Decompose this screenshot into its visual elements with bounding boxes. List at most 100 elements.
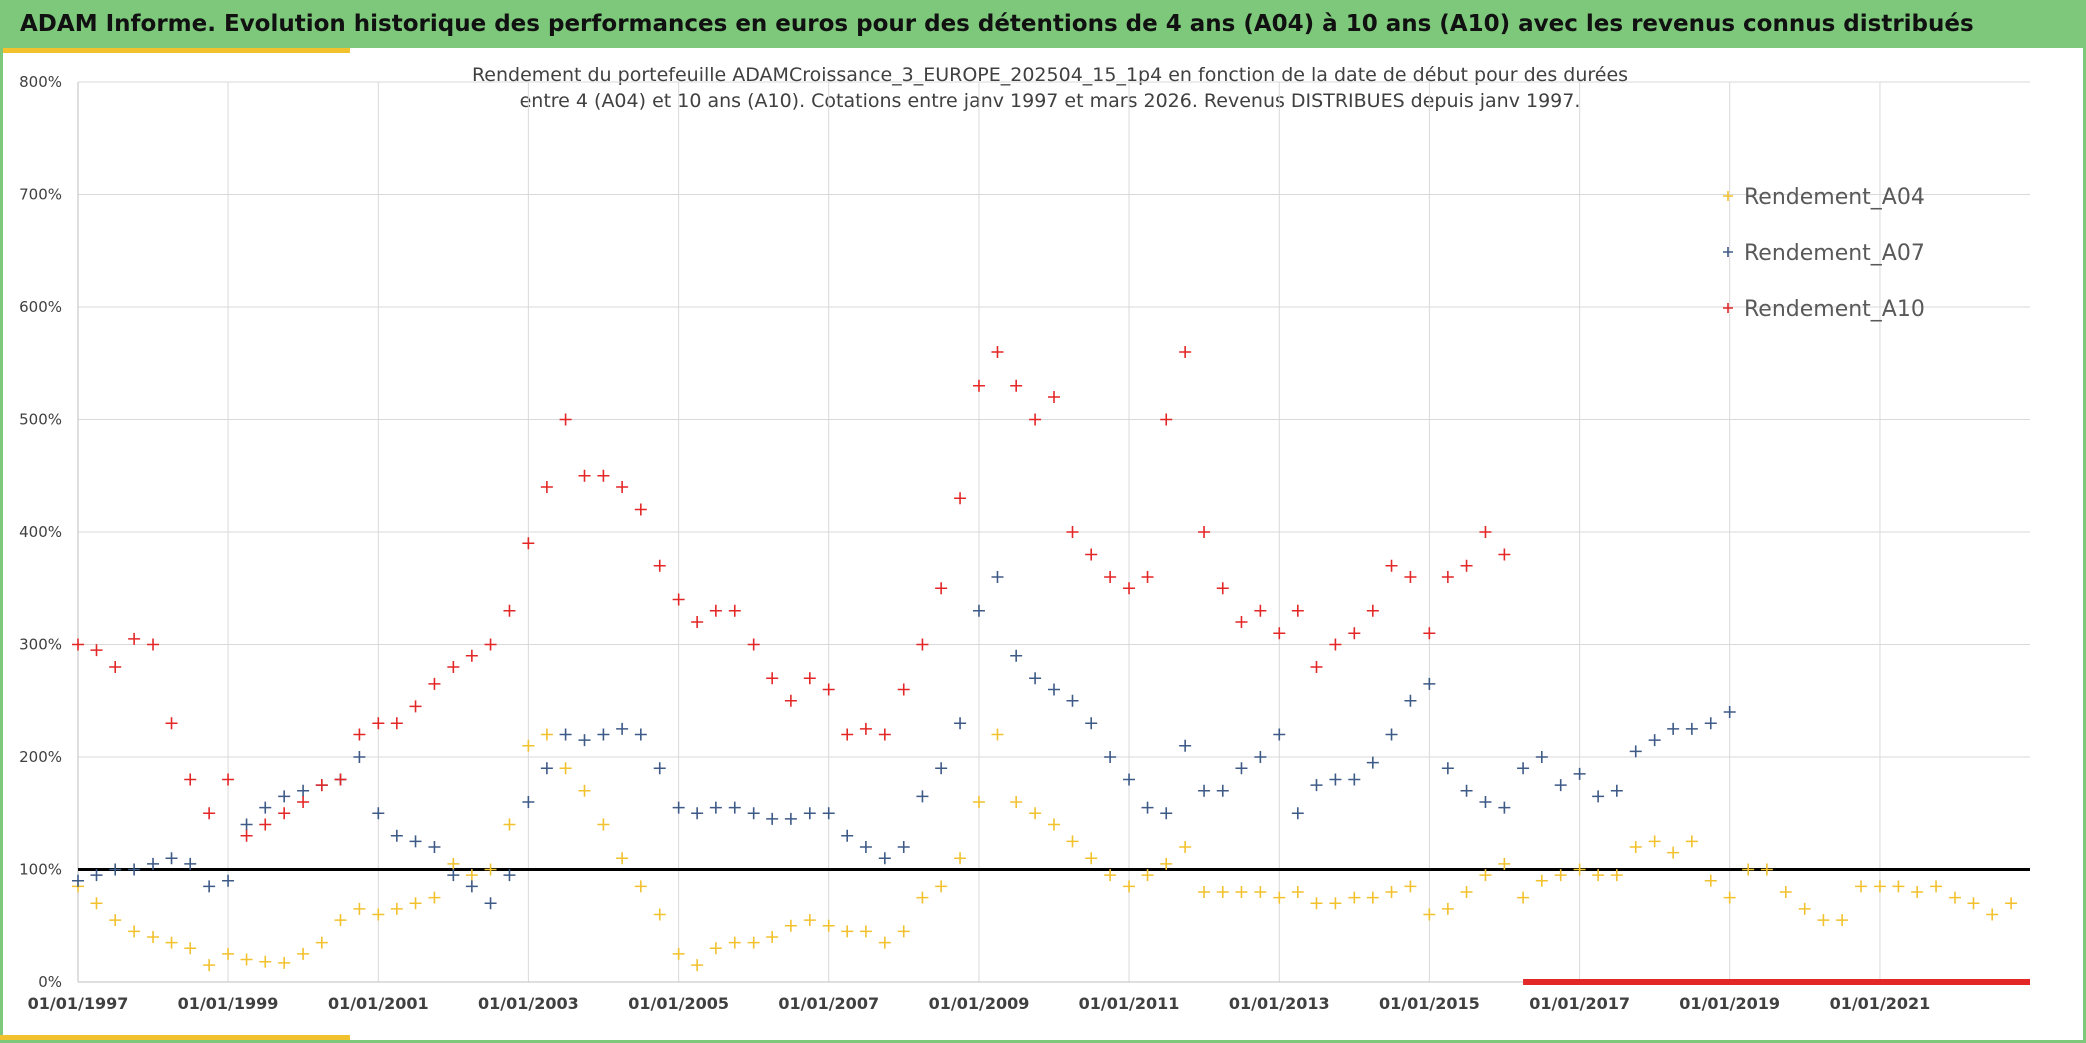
- point-rendement-a10: [203, 807, 216, 820]
- legend-marker: [1723, 191, 1733, 201]
- point-rendement-a04: [540, 728, 553, 741]
- point-rendement-a07: [1404, 694, 1417, 707]
- point-rendement-a04: [822, 919, 835, 932]
- point-rendement-a04: [1948, 891, 1961, 904]
- y-tick-label: 100%: [19, 861, 62, 879]
- point-rendement-a04: [240, 953, 253, 966]
- frame-border-bottom: [0, 1040, 2086, 1043]
- point-rendement-a10: [128, 632, 141, 645]
- point-rendement-a04: [1179, 841, 1192, 853]
- point-rendement-a04: [315, 936, 328, 949]
- point-rendement-a04: [503, 818, 516, 831]
- point-rendement-a04: [1592, 869, 1605, 882]
- point-rendement-a04: [916, 891, 929, 904]
- point-rendement-a10: [259, 818, 272, 831]
- point-rendement-a10: [1385, 559, 1398, 572]
- point-rendement-a10: [1441, 571, 1454, 583]
- point-rendement-a04: [709, 942, 722, 955]
- point-rendement-a10: [1366, 604, 1379, 617]
- point-rendement-a10: [503, 604, 516, 617]
- point-rendement-a07: [1198, 784, 1211, 797]
- point-rendement-a04: [954, 852, 967, 865]
- point-rendement-a07: [522, 796, 535, 808]
- frame-border-right: [2083, 48, 2086, 1043]
- x-tick-label: 01/01/2011: [1079, 994, 1180, 1013]
- series-rendement-a10: [72, 346, 1511, 842]
- point-rendement-a04: [1836, 914, 1849, 927]
- point-rendement-a07: [1066, 694, 1079, 707]
- report-banner-title: ADAM Informe. Evolution historique des p…: [0, 0, 2086, 48]
- point-rendement-a07: [297, 784, 310, 797]
- point-rendement-a10: [1423, 627, 1436, 640]
- point-rendement-a07: [1441, 762, 1454, 775]
- point-rendement-a07: [841, 829, 854, 842]
- point-rendement-a10: [165, 717, 178, 730]
- point-rendement-a10: [597, 469, 610, 482]
- point-rendement-a04: [653, 908, 666, 921]
- point-rendement-a07: [203, 880, 216, 893]
- point-rendement-a07: [165, 852, 178, 865]
- point-rendement-a07: [1685, 722, 1698, 735]
- legend-label: Rendement_A07: [1744, 241, 1925, 266]
- point-rendement-a04: [878, 936, 891, 949]
- point-rendement-a07: [1141, 801, 1154, 814]
- point-rendement-a04: [972, 796, 985, 808]
- point-rendement-a04: [1892, 880, 1905, 893]
- point-rendement-a07: [1723, 706, 1736, 718]
- x-tick-label: 01/01/1997: [28, 994, 129, 1013]
- point-rendement-a07: [691, 807, 704, 820]
- point-rendement-a07: [878, 852, 891, 865]
- point-rendement-a07: [1029, 672, 1042, 685]
- point-rendement-a10: [935, 582, 948, 595]
- point-rendement-a04: [278, 956, 291, 969]
- point-rendement-a10: [334, 773, 347, 786]
- point-rendement-a04: [1010, 796, 1023, 808]
- point-rendement-a07: [747, 807, 760, 820]
- point-rendement-a04: [1423, 908, 1436, 921]
- point-rendement-a04: [672, 947, 685, 960]
- point-rendement-a04: [634, 880, 647, 893]
- point-rendement-a04: [1160, 857, 1173, 870]
- point-rendement-a10: [784, 694, 797, 707]
- point-rendement-a04: [728, 936, 741, 949]
- point-rendement-a07: [1385, 728, 1398, 741]
- point-rendement-a04: [1986, 908, 1999, 921]
- point-rendement-a10: [1254, 604, 1267, 617]
- point-rendement-a04: [1498, 857, 1511, 870]
- point-rendement-a10: [278, 807, 291, 820]
- point-rendement-a10: [1310, 661, 1323, 673]
- point-rendement-a04: [803, 914, 816, 927]
- point-rendement-a10: [1010, 379, 1023, 392]
- point-rendement-a07: [109, 863, 122, 876]
- point-rendement-a07: [1291, 807, 1304, 820]
- point-rendement-a04: [1629, 841, 1642, 853]
- point-rendement-a10: [728, 604, 741, 617]
- point-rendement-a04: [1460, 886, 1473, 898]
- chart-title-line-1: Rendement du portefeuille ADAMCroissance…: [471, 64, 1629, 86]
- point-rendement-a07: [1629, 745, 1642, 758]
- point-rendement-a07: [1592, 790, 1605, 803]
- point-rendement-a04: [222, 947, 235, 960]
- point-rendement-a07: [972, 604, 985, 617]
- point-rendement-a04: [372, 908, 385, 921]
- point-rendement-a07: [766, 812, 779, 825]
- point-rendement-a04: [1273, 891, 1286, 904]
- point-rendement-a04: [1123, 880, 1136, 893]
- point-rendement-a10: [1029, 413, 1042, 426]
- point-rendement-a07: [709, 801, 722, 814]
- frame-border-left: [0, 48, 3, 1043]
- point-rendement-a04: [1610, 869, 1623, 882]
- point-rendement-a10: [991, 346, 1004, 358]
- point-rendement-a04: [297, 947, 310, 960]
- point-rendement-a07: [1123, 773, 1136, 786]
- x-tick-label: 01/01/2015: [1379, 994, 1480, 1013]
- point-rendement-a07: [1348, 773, 1361, 786]
- y-tick-label: 500%: [19, 411, 62, 429]
- point-rendement-a04: [184, 942, 197, 955]
- point-rendement-a10: [1160, 413, 1173, 426]
- point-rendement-a04: [559, 762, 572, 775]
- x-tick-label: 01/01/2001: [328, 994, 429, 1013]
- point-rendement-a10: [1348, 627, 1361, 640]
- point-rendement-a07: [1010, 649, 1023, 662]
- point-rendement-a07: [1610, 784, 1623, 797]
